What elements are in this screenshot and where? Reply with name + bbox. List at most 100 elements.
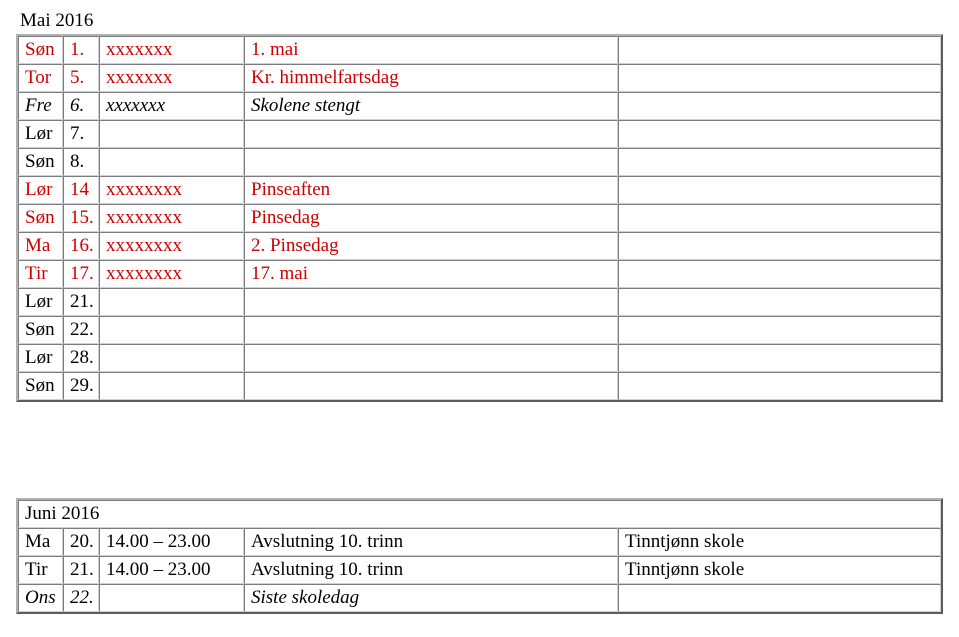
cell-time (99, 120, 244, 148)
cell-place (618, 36, 941, 64)
cell-day: Ma (18, 528, 63, 556)
cell-num: 14 (63, 176, 99, 204)
table-row: Lør21. (18, 288, 941, 316)
cell-day: Lør (18, 120, 63, 148)
cell-day: Lør (18, 176, 63, 204)
cell-desc (244, 316, 618, 344)
cell-time: xxxxxxx (99, 64, 244, 92)
table-row: Tir21.14.00 – 23.00Avslutning 10. trinnT… (18, 556, 941, 584)
cell-day: Tir (18, 556, 63, 584)
cell-num: 17. (63, 260, 99, 288)
june-title: Juni 2016 (18, 500, 941, 528)
cell-time (99, 344, 244, 372)
table-row: Tor5.xxxxxxxKr. himmelfartsdag (18, 64, 941, 92)
cell-num: 6. (63, 92, 99, 120)
cell-num: 28. (63, 344, 99, 372)
cell-day: Tor (18, 64, 63, 92)
cell-place: Tinntjønn skole (618, 556, 941, 584)
cell-time: xxxxxxxx (99, 260, 244, 288)
cell-num: 20. (63, 528, 99, 556)
cell-day: Lør (18, 288, 63, 316)
cell-desc: 1. mai (244, 36, 618, 64)
section-spacer (16, 406, 943, 498)
may-title: Mai 2016 (16, 8, 943, 34)
table-row: Søn1.xxxxxxx1. mai (18, 36, 941, 64)
cell-desc: 17. mai (244, 260, 618, 288)
cell-time: 14.00 – 23.00 (99, 556, 244, 584)
cell-num: 29. (63, 372, 99, 400)
cell-day: Lør (18, 344, 63, 372)
cell-desc: Pinseaften (244, 176, 618, 204)
cell-place (618, 288, 941, 316)
cell-desc (244, 148, 618, 176)
cell-day: Tir (18, 260, 63, 288)
cell-time: xxxxxxxx (99, 176, 244, 204)
table-row: Søn29. (18, 372, 941, 400)
cell-num: 21. (63, 288, 99, 316)
cell-desc (244, 344, 618, 372)
cell-place (618, 120, 941, 148)
table-row: Ma20.14.00 – 23.00Avslutning 10. trinnTi… (18, 528, 941, 556)
cell-num: 7. (63, 120, 99, 148)
cell-desc: Siste skoledag (244, 584, 618, 612)
table-row: Tir17.xxxxxxxx17. mai (18, 260, 941, 288)
cell-place (618, 64, 941, 92)
cell-day: Søn (18, 204, 63, 232)
table-header-row: Juni 2016 (18, 500, 941, 528)
cell-day: Ma (18, 232, 63, 260)
cell-num: 22. (63, 316, 99, 344)
table-row: Søn22. (18, 316, 941, 344)
cell-time: xxxxxxxx (99, 204, 244, 232)
cell-place (618, 316, 941, 344)
cell-time: xxxxxxx (99, 36, 244, 64)
cell-time (99, 316, 244, 344)
cell-place (618, 260, 941, 288)
table-row: Fre6.xxxxxxxSkolene stengt (18, 92, 941, 120)
table-row: Ons22.Siste skoledag (18, 584, 941, 612)
cell-time (99, 372, 244, 400)
cell-desc: Avslutning 10. trinn (244, 556, 618, 584)
cell-num: 16. (63, 232, 99, 260)
cell-desc (244, 372, 618, 400)
cell-place (618, 176, 941, 204)
cell-desc: Skolene stengt (244, 92, 618, 120)
cell-place (618, 204, 941, 232)
table-row: Lør7. (18, 120, 941, 148)
cell-time (99, 148, 244, 176)
cell-num: 5. (63, 64, 99, 92)
cell-desc: 2. Pinsedag (244, 232, 618, 260)
table-row: Søn15.xxxxxxxxPinsedag (18, 204, 941, 232)
cell-num: 21. (63, 556, 99, 584)
table-row: Ma16.xxxxxxxx2. Pinsedag (18, 232, 941, 260)
cell-day: Søn (18, 148, 63, 176)
cell-time: 14.00 – 23.00 (99, 528, 244, 556)
cell-day: Søn (18, 372, 63, 400)
table-row: Lør28. (18, 344, 941, 372)
cell-day: Ons (18, 584, 63, 612)
cell-num: 15. (63, 204, 99, 232)
cell-desc (244, 120, 618, 148)
cell-place (618, 584, 941, 612)
cell-num: 8. (63, 148, 99, 176)
may-table: Søn1.xxxxxxx1. maiTor5.xxxxxxxKr. himmel… (16, 34, 943, 402)
cell-time (99, 288, 244, 316)
cell-place (618, 92, 941, 120)
cell-place (618, 372, 941, 400)
cell-desc: Avslutning 10. trinn (244, 528, 618, 556)
cell-desc (244, 288, 618, 316)
table-row: Lør14xxxxxxxxPinseaften (18, 176, 941, 204)
cell-day: Søn (18, 36, 63, 64)
cell-time (99, 584, 244, 612)
table-row: Søn8. (18, 148, 941, 176)
cell-time: xxxxxxx (99, 92, 244, 120)
cell-time: xxxxxxxx (99, 232, 244, 260)
cell-desc: Pinsedag (244, 204, 618, 232)
cell-day: Søn (18, 316, 63, 344)
cell-place (618, 232, 941, 260)
cell-place (618, 344, 941, 372)
cell-desc: Kr. himmelfartsdag (244, 64, 618, 92)
cell-place (618, 148, 941, 176)
cell-place: Tinntjønn skole (618, 528, 941, 556)
cell-day: Fre (18, 92, 63, 120)
cell-num: 1. (63, 36, 99, 64)
